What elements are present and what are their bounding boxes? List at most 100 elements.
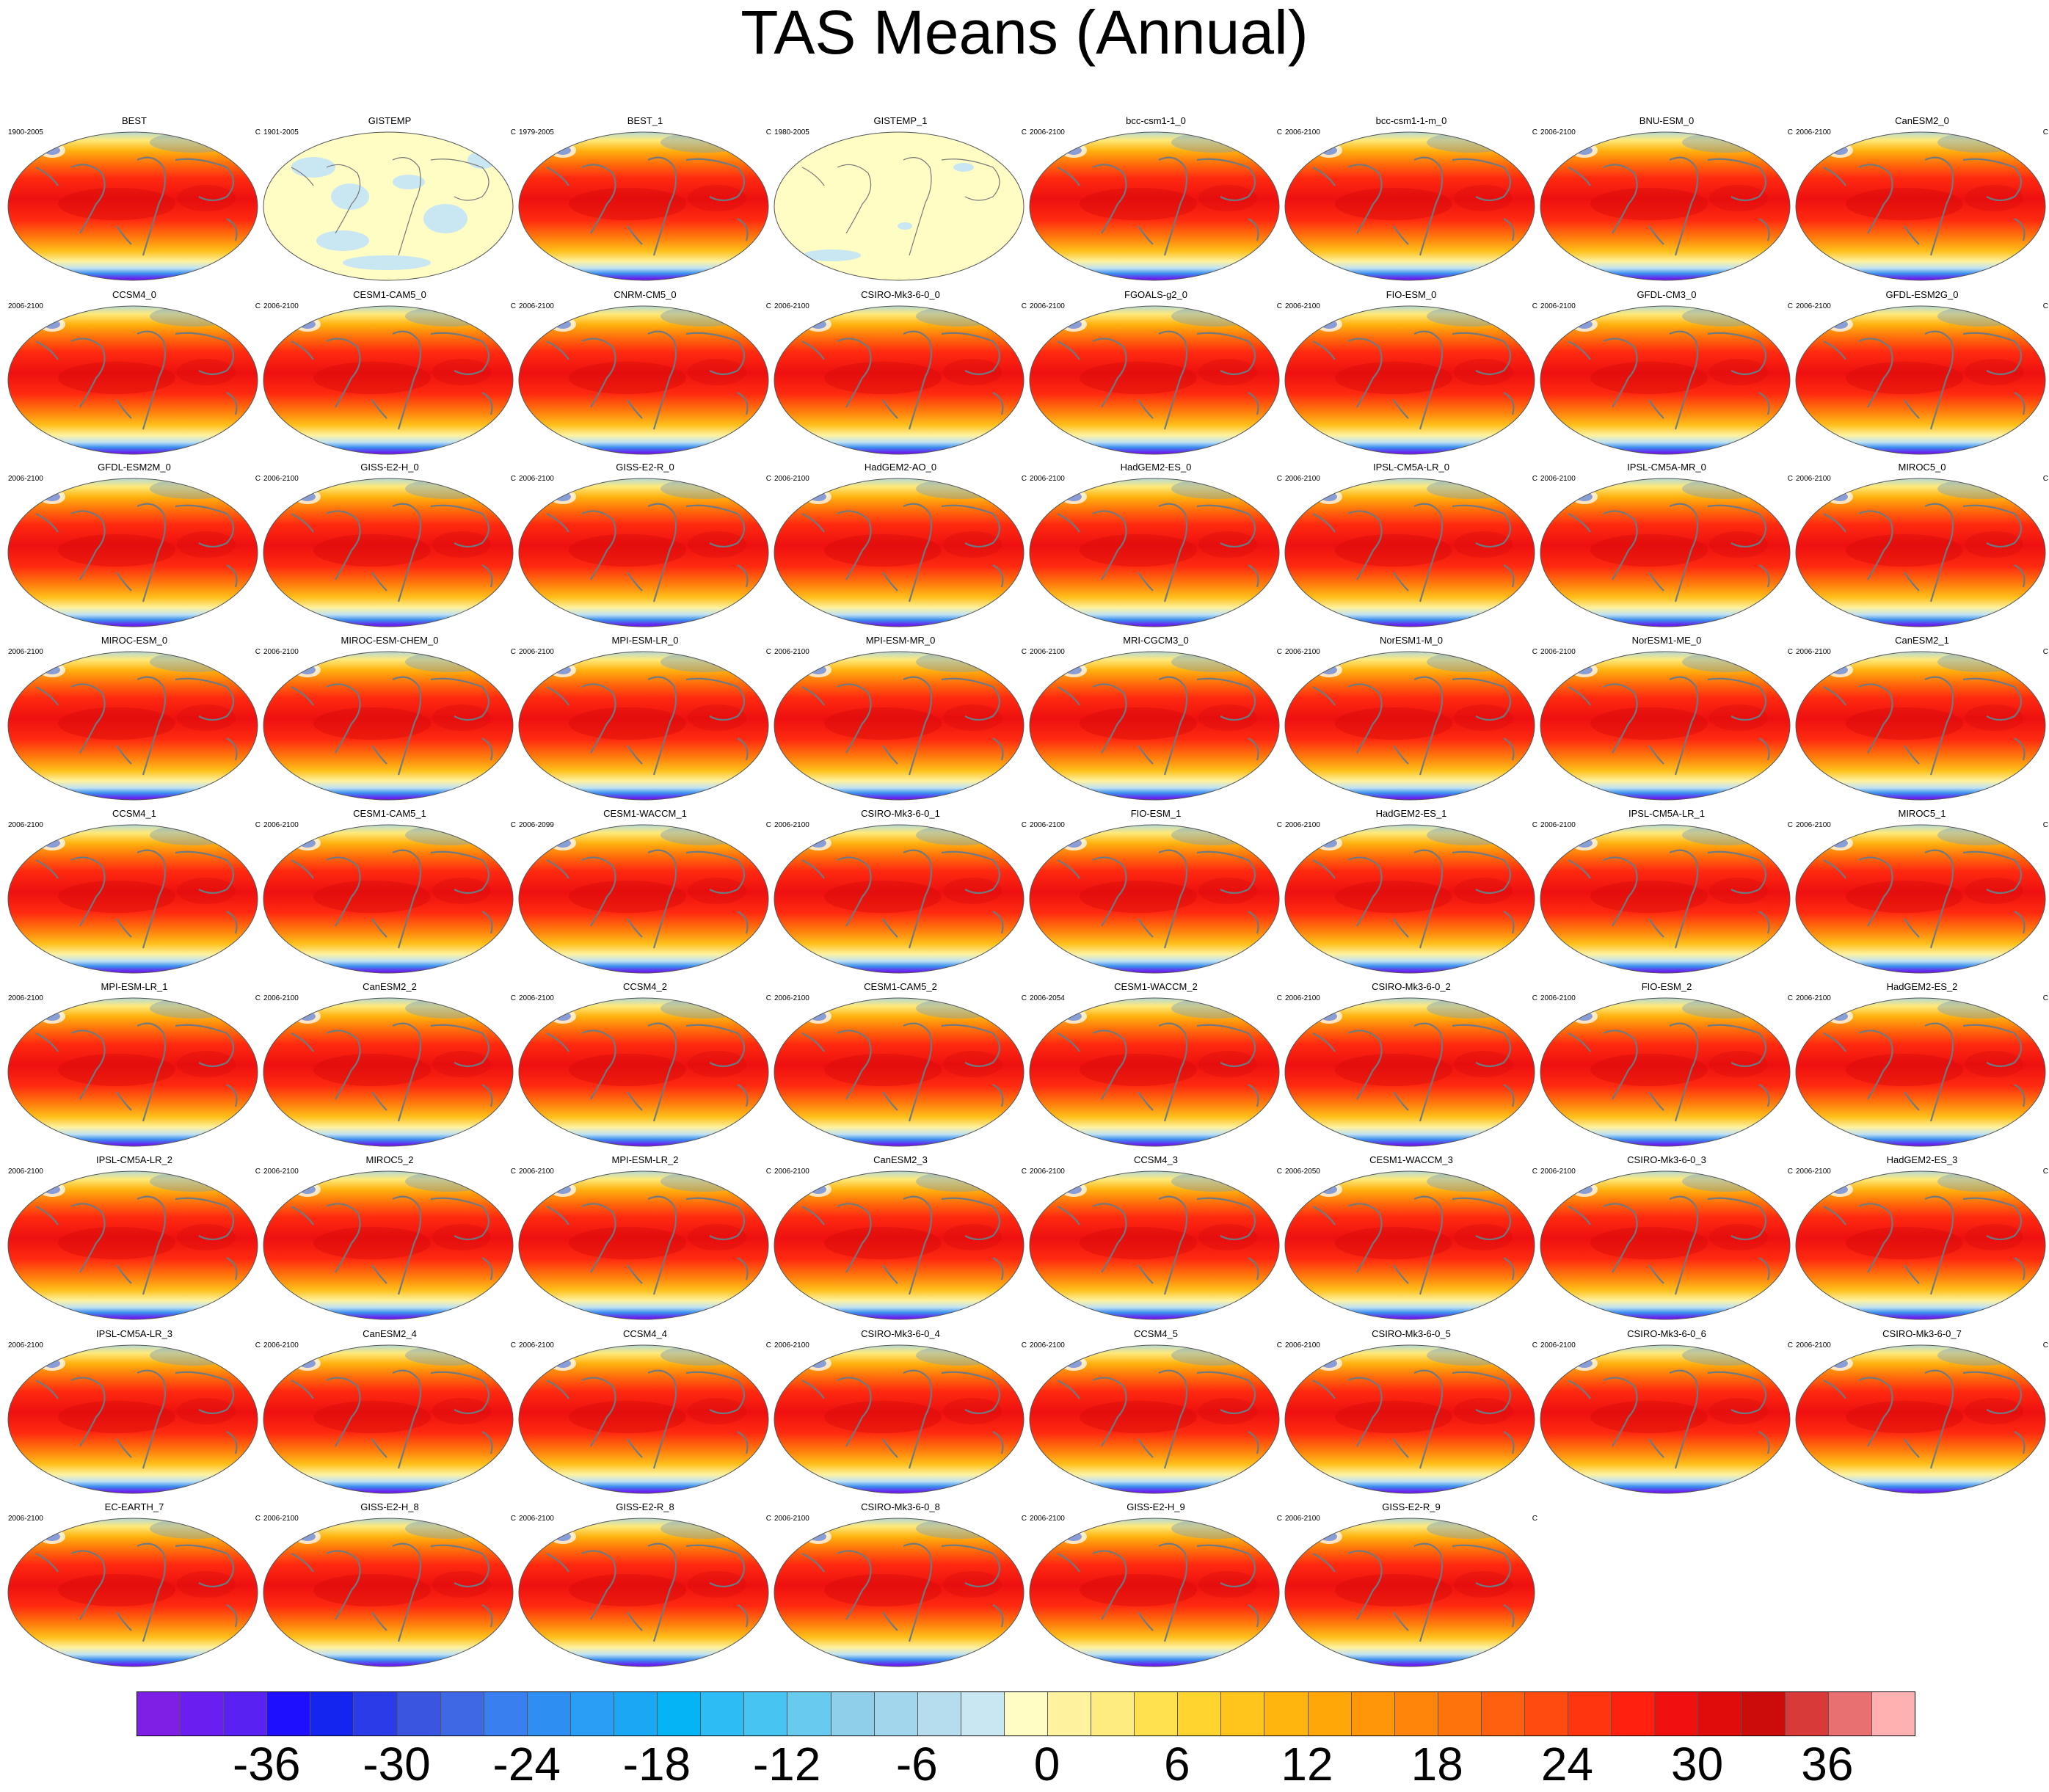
panel-units: C xyxy=(2042,1341,2048,1350)
map-outline xyxy=(1795,824,2046,974)
map-outline xyxy=(1029,997,1280,1147)
map-projection xyxy=(1795,651,2046,801)
colorbar-tick-label: -6 xyxy=(895,1738,938,1791)
map-projection xyxy=(774,131,1024,281)
panel-title: CanESM2_4 xyxy=(363,1328,417,1339)
map-projection xyxy=(1540,997,1791,1147)
map-projection xyxy=(774,824,1024,974)
map-outline xyxy=(1284,997,1535,1147)
map-outline xyxy=(518,305,769,455)
panel-title: CSIRO-Mk3-6-0_6 xyxy=(1627,1328,1706,1339)
map-panel: CCSM4_1 2006-2100 C xyxy=(7,809,262,982)
panel-years: 2006-2100 xyxy=(774,475,809,483)
map-field xyxy=(8,998,258,1146)
colorbar-tick-label: -24 xyxy=(492,1738,561,1791)
map-outline xyxy=(1284,131,1535,281)
map-field xyxy=(1796,306,2045,454)
panel-units: C xyxy=(1532,475,1537,483)
map-projection xyxy=(7,131,258,281)
panel-units: C xyxy=(1276,1515,1282,1523)
map-field xyxy=(263,825,513,973)
map-field xyxy=(8,1345,258,1493)
panel-title: CCSM4_5 xyxy=(1134,1328,1178,1339)
panel-units: C xyxy=(765,1341,771,1350)
panel-title: bcc-csm1-1-m_0 xyxy=(1375,115,1447,126)
map-outline xyxy=(7,1344,258,1494)
panel-title: GISS-E2-R_0 xyxy=(616,462,674,473)
panel-title: GISTEMP xyxy=(368,115,412,126)
map-projection xyxy=(1029,1518,1280,1667)
panel-title: MRI-CGCM3_0 xyxy=(1123,635,1189,646)
colorbar-swatch xyxy=(1568,1692,1612,1735)
map-projection xyxy=(1284,305,1535,455)
map-projection xyxy=(518,1170,769,1320)
panel-years: 2006-2100 xyxy=(519,1515,554,1523)
map-projection xyxy=(774,1344,1024,1494)
panel-units: C xyxy=(255,821,261,829)
map-field xyxy=(263,1518,513,1667)
map-outline xyxy=(7,1518,258,1667)
panel-title: CSIRO-Mk3-6-0_0 xyxy=(861,289,940,300)
panel-units: C xyxy=(510,1168,516,1176)
colorbar-tick-label: -12 xyxy=(752,1738,821,1791)
map-field xyxy=(519,825,768,973)
map-panel: MPI-ESM-LR_2 2006-2100 C xyxy=(517,1155,773,1328)
map-panel: CSIRO-Mk3-6-0_0 2006-2100 C xyxy=(773,290,1028,463)
colorbar-swatch xyxy=(1655,1692,1699,1735)
map-projection xyxy=(518,1518,769,1667)
map-projection xyxy=(1540,1344,1791,1494)
panel-years: 1901-2005 xyxy=(263,128,299,136)
panel-years: 2006-2050 xyxy=(1285,1168,1320,1176)
panel-units: C xyxy=(1787,1341,1793,1350)
colorbar-swatch xyxy=(484,1692,528,1735)
panel-title: HadGEM2-ES_1 xyxy=(1375,808,1447,819)
map-outline xyxy=(518,131,769,281)
panel-years: 2006-2100 xyxy=(1796,821,1831,829)
map-outline xyxy=(7,478,258,627)
panel-years: 2006-2100 xyxy=(263,648,299,656)
map-field xyxy=(263,306,513,454)
colorbar-swatch xyxy=(1004,1692,1048,1735)
map-panel: GISTEMP_1 1980-2005 C xyxy=(773,116,1028,289)
map-panel: GISS-E2-H_8 2006-2100 C xyxy=(262,1502,517,1675)
map-projection xyxy=(518,131,769,281)
map-projection xyxy=(1540,1170,1791,1320)
panel-units: C xyxy=(1532,994,1537,1002)
colorbar-swatch xyxy=(1871,1692,1915,1735)
map-field xyxy=(8,1518,258,1667)
panel-units: C xyxy=(1532,821,1537,829)
panel-title: CCSM4_4 xyxy=(623,1328,667,1339)
panel-years: 2006-2100 xyxy=(774,1341,809,1350)
map-projection xyxy=(1795,824,2046,974)
panel-years: 2006-2100 xyxy=(1030,1515,1065,1523)
map-outline xyxy=(518,997,769,1147)
map-field xyxy=(1030,1518,1279,1667)
map-panel: IPSL-CM5A-LR_1 2006-2100 C xyxy=(1539,809,1794,982)
map-outline xyxy=(263,824,514,974)
map-outline xyxy=(1029,651,1280,801)
map-outline xyxy=(774,824,1024,974)
map-panel: CCSM4_3 2006-2100 C xyxy=(1028,1155,1284,1328)
panel-units: C xyxy=(2042,994,2048,1002)
panel-title: MPI-ESM-LR_1 xyxy=(101,981,168,992)
panel-years: 2006-2100 xyxy=(8,994,43,1002)
panel-years: 2006-2100 xyxy=(1030,1341,1065,1350)
panel-years: 2006-2100 xyxy=(1285,475,1320,483)
panel-years: 2006-2100 xyxy=(1796,994,1831,1002)
map-projection xyxy=(1284,997,1535,1147)
map-outline xyxy=(1795,478,2046,627)
map-field xyxy=(1796,652,2045,800)
panel-years: 2006-2100 xyxy=(1285,648,1320,656)
map-outline xyxy=(1029,131,1280,281)
map-field xyxy=(1285,306,1535,454)
map-field xyxy=(519,1345,768,1493)
panel-units: C xyxy=(1787,475,1793,483)
map-projection xyxy=(7,1344,258,1494)
panel-years: 2006-2100 xyxy=(263,821,299,829)
map-panel: MIROC5_0 2006-2100 C xyxy=(1794,462,2049,635)
panel-units: C xyxy=(255,1341,261,1350)
map-field xyxy=(1285,1345,1535,1493)
colorbar-swatch xyxy=(658,1692,702,1735)
map-outline xyxy=(518,478,769,627)
panel-title: CESM1-CAM5_2 xyxy=(864,981,937,992)
